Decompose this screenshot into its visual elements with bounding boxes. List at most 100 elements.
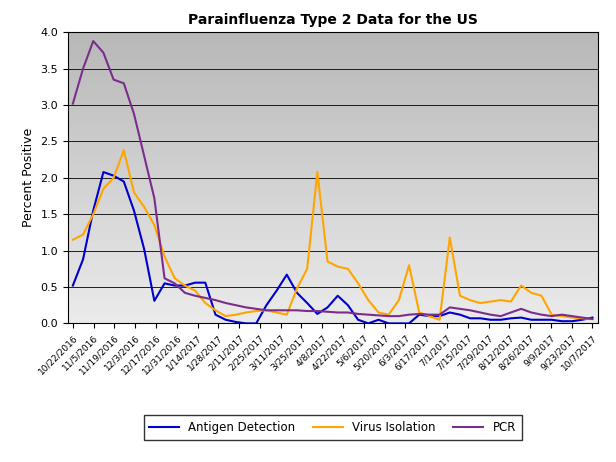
Line: PCR: PCR bbox=[73, 41, 593, 319]
Legend: Antigen Detection, Virus Isolation, PCR: Antigen Detection, Virus Isolation, PCR bbox=[144, 415, 522, 440]
Virus Isolation bbox=[416, 310, 423, 315]
Bar bbox=[68, 296, 598, 297]
Bar bbox=[68, 249, 598, 250]
Bar bbox=[68, 288, 598, 290]
Bar bbox=[68, 195, 598, 197]
Bar bbox=[68, 307, 598, 309]
Bar bbox=[68, 217, 598, 219]
Bar bbox=[68, 133, 598, 134]
Bar bbox=[68, 226, 598, 227]
Bar bbox=[68, 176, 598, 178]
Bar bbox=[68, 178, 598, 179]
Bar bbox=[68, 219, 598, 220]
Bar bbox=[68, 137, 598, 139]
Bar bbox=[68, 213, 598, 214]
Bar bbox=[68, 229, 598, 230]
Bar bbox=[68, 47, 598, 49]
Antigen Detection bbox=[242, 321, 249, 326]
Bar bbox=[68, 300, 598, 302]
Bar bbox=[68, 232, 598, 233]
Bar bbox=[68, 43, 598, 44]
Bar bbox=[68, 233, 598, 235]
Bar bbox=[68, 236, 598, 237]
Bar bbox=[68, 162, 598, 164]
Antigen Detection bbox=[334, 293, 341, 298]
Bar bbox=[68, 208, 598, 210]
Bar bbox=[68, 165, 598, 166]
Bar bbox=[68, 243, 598, 245]
Bar bbox=[68, 240, 598, 242]
Bar bbox=[68, 108, 598, 109]
Bar bbox=[68, 252, 598, 254]
Bar bbox=[68, 277, 598, 278]
Bar bbox=[68, 101, 598, 102]
Bar bbox=[68, 312, 598, 313]
Antigen Detection bbox=[589, 315, 596, 320]
Bar bbox=[68, 136, 598, 137]
Bar bbox=[68, 192, 598, 194]
Bar bbox=[68, 246, 598, 248]
Bar bbox=[68, 255, 598, 256]
Bar bbox=[68, 69, 598, 70]
Bar bbox=[68, 189, 598, 191]
Line: Antigen Detection: Antigen Detection bbox=[73, 172, 593, 323]
Virus Isolation bbox=[110, 175, 117, 181]
Bar bbox=[68, 159, 598, 160]
Bar bbox=[68, 280, 598, 281]
Bar bbox=[68, 160, 598, 162]
Bar bbox=[68, 53, 598, 54]
Bar bbox=[68, 321, 598, 322]
Bar bbox=[68, 245, 598, 246]
Bar bbox=[68, 256, 598, 258]
Bar bbox=[68, 111, 598, 112]
Bar bbox=[68, 72, 598, 73]
Bar bbox=[68, 91, 598, 92]
Title: Parainfluenza Type 2 Data for the US: Parainfluenza Type 2 Data for the US bbox=[188, 13, 477, 27]
Antigen Detection bbox=[100, 169, 107, 175]
Bar bbox=[68, 59, 598, 60]
Bar bbox=[68, 126, 598, 127]
Bar bbox=[68, 235, 598, 236]
Bar bbox=[68, 139, 598, 140]
PCR bbox=[589, 316, 596, 322]
PCR bbox=[69, 101, 76, 106]
PCR bbox=[263, 308, 270, 313]
Virus Isolation bbox=[324, 259, 331, 264]
Bar bbox=[68, 128, 598, 130]
Virus Isolation bbox=[120, 147, 128, 153]
Bar bbox=[68, 150, 598, 152]
Bar bbox=[68, 316, 598, 317]
PCR bbox=[89, 38, 97, 44]
Bar bbox=[68, 131, 598, 133]
Virus Isolation bbox=[436, 317, 444, 322]
Bar bbox=[68, 250, 598, 252]
Antigen Detection bbox=[69, 283, 76, 288]
Bar bbox=[68, 158, 598, 159]
Bar bbox=[68, 273, 598, 274]
Bar bbox=[68, 297, 598, 298]
Bar bbox=[68, 264, 598, 265]
Bar bbox=[68, 36, 598, 38]
Bar bbox=[68, 287, 598, 288]
Virus Isolation bbox=[589, 316, 596, 322]
Bar bbox=[68, 83, 598, 85]
Bar bbox=[68, 32, 598, 34]
Bar bbox=[68, 230, 598, 232]
Bar bbox=[68, 109, 598, 111]
Bar bbox=[68, 179, 598, 181]
Bar bbox=[68, 112, 598, 114]
Bar bbox=[68, 298, 598, 300]
Bar bbox=[68, 248, 598, 249]
Bar bbox=[68, 197, 598, 198]
Bar bbox=[68, 211, 598, 213]
Bar bbox=[68, 120, 598, 121]
Bar bbox=[68, 64, 598, 66]
Bar bbox=[68, 191, 598, 192]
Bar bbox=[68, 41, 598, 43]
Bar bbox=[68, 85, 598, 86]
Bar bbox=[68, 268, 598, 269]
Virus Isolation bbox=[69, 237, 76, 243]
Bar bbox=[68, 153, 598, 155]
Bar bbox=[68, 60, 598, 61]
Bar bbox=[68, 261, 598, 262]
